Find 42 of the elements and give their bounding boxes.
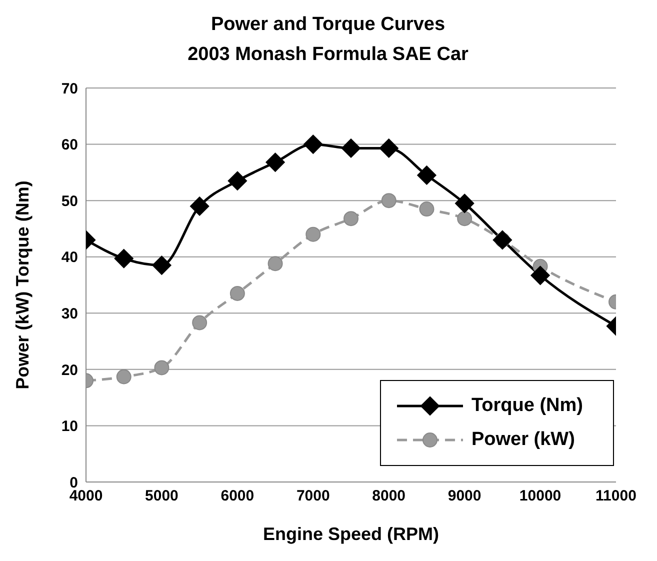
y-axis-title: Power (kW) Torque (Nm) <box>12 180 32 390</box>
point <box>381 193 396 208</box>
chart-title: Power and Torque Curves <box>210 13 446 37</box>
point <box>306 226 321 242</box>
point <box>152 256 172 275</box>
point <box>114 248 134 268</box>
x-tick-label: 5000 <box>145 488 178 505</box>
chart-subtitle: 2003 Monash Formula SAE Car <box>186 43 470 67</box>
point <box>341 138 361 158</box>
y-tick-label: 70 <box>61 80 78 98</box>
y-tick-label: 40 <box>61 249 78 266</box>
y-tick-label: 10 <box>61 418 78 436</box>
y-tick-label: 30 <box>61 305 78 322</box>
x-tick-label: 11000 <box>596 488 636 505</box>
x-tick-label: 8000 <box>372 488 406 505</box>
x-tick-label: 7000 <box>296 488 330 505</box>
x-axis-title: Engine Speed (RPM) <box>262 524 440 544</box>
point <box>190 196 210 216</box>
point <box>228 171 248 190</box>
y-tick-label: 60 <box>61 136 78 154</box>
point <box>344 211 358 226</box>
point <box>419 202 434 217</box>
point <box>454 194 474 213</box>
point <box>230 286 245 301</box>
point <box>266 152 285 172</box>
point <box>304 134 323 154</box>
point <box>492 230 512 250</box>
point <box>379 138 398 158</box>
legend-label: Torque (Nm) <box>471 395 583 417</box>
y-tick-label: 50 <box>61 192 78 210</box>
y-tick-label: 20 <box>61 362 78 379</box>
x-tick-label: 6000 <box>220 488 254 505</box>
point <box>192 315 208 330</box>
point <box>116 369 132 384</box>
point <box>530 266 550 286</box>
point <box>417 166 436 185</box>
point <box>154 360 170 376</box>
point <box>457 211 472 226</box>
point <box>268 256 283 272</box>
legend-label: Power (kW) <box>471 429 575 451</box>
x-tick-label: 10000 <box>519 488 562 505</box>
x-tick-label: 9000 <box>448 488 482 505</box>
